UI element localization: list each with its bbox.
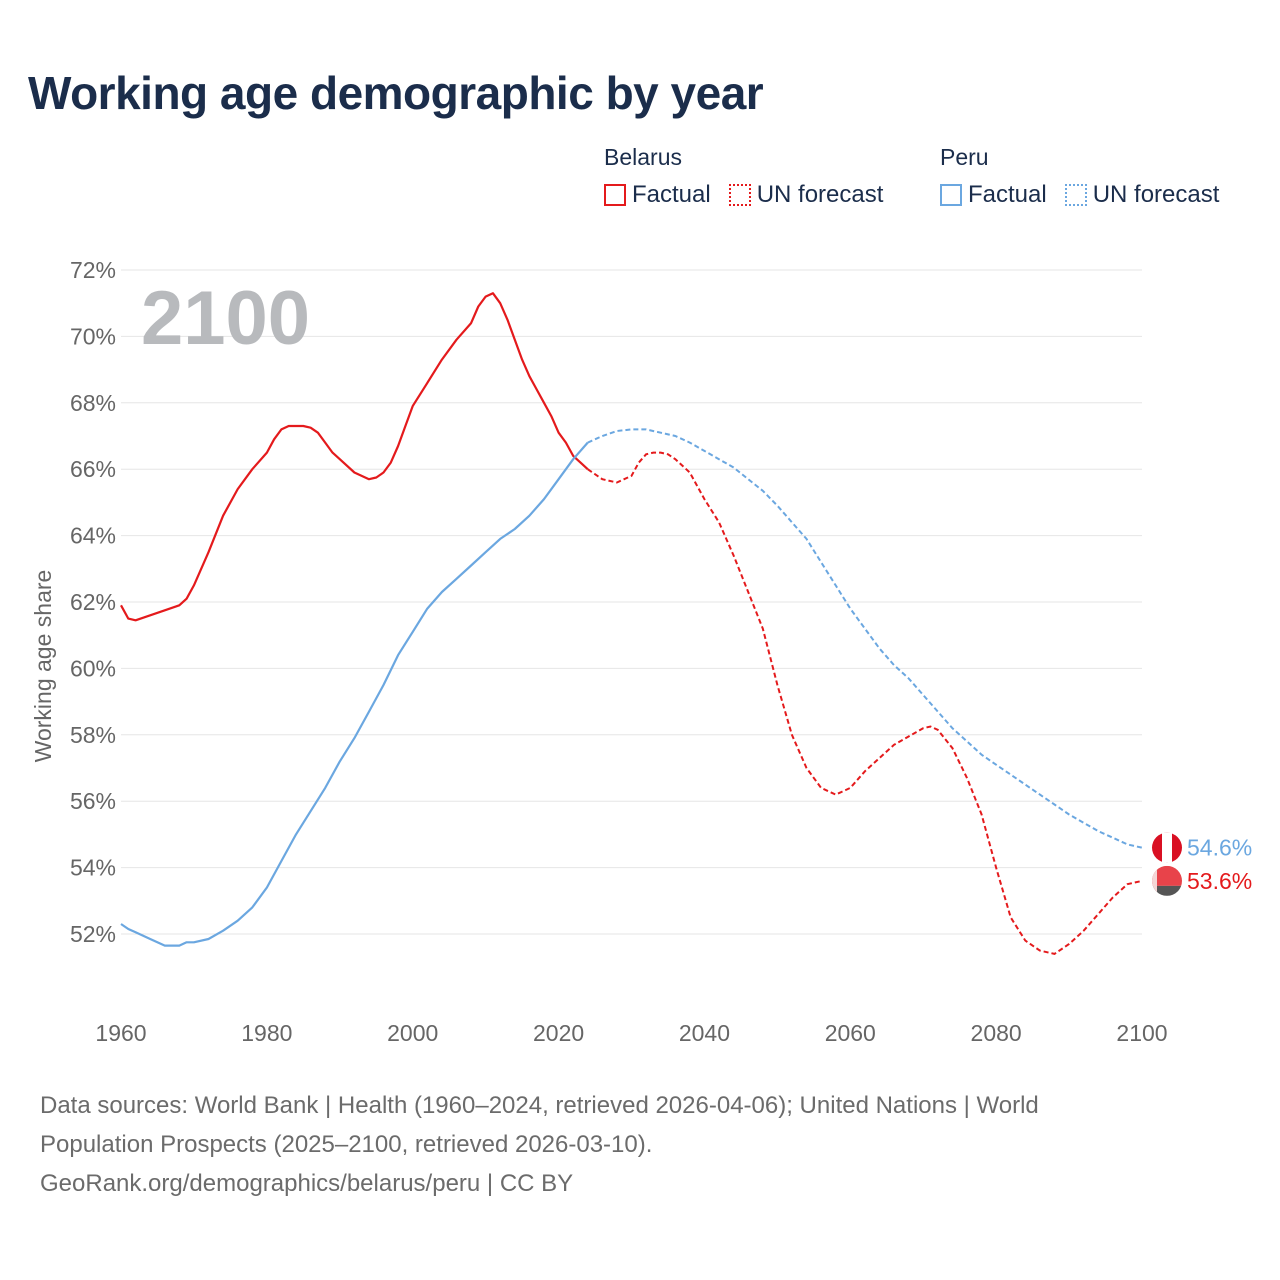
legend-label-belarus-forecast: UN forecast xyxy=(756,181,884,208)
x-tick-label: 2020 xyxy=(533,1020,584,1046)
legend-swatch-belarus-forecast xyxy=(728,184,751,206)
x-tick-label: 2100 xyxy=(1116,1020,1167,1046)
footer-source-line-2: Population Prospects (2025–2100, retriev… xyxy=(40,1131,653,1158)
y-tick-label: 56% xyxy=(70,788,116,814)
x-axis: 1960 1980 2000 2020 2040 2060 2080 2100 xyxy=(95,1020,1167,1046)
end-marker-belarus: 53.6% xyxy=(1152,865,1252,896)
legend-belarus: Belarus Factual UN forecast xyxy=(604,144,895,209)
legend-label-peru-factual: Factual xyxy=(968,181,1047,208)
series-belarus-factual xyxy=(120,292,589,622)
legend-swatch-peru-forecast xyxy=(1064,184,1087,206)
legend-country-peru: Peru xyxy=(940,144,989,170)
legend-label-belarus-factual: Factual xyxy=(632,181,711,208)
footer: Data sources: World Bank | Health (1960–… xyxy=(40,1086,1240,1203)
y-tick-label: 66% xyxy=(70,456,116,482)
x-tick-label: 1980 xyxy=(241,1020,292,1046)
y-axis-label: Working age share xyxy=(30,570,56,763)
y-tick-label: 54% xyxy=(70,855,116,881)
end-label-belarus: 53.6% xyxy=(1187,868,1252,894)
x-tick-label: 1960 xyxy=(95,1020,146,1046)
legend-label-peru-forecast: UN forecast xyxy=(1092,181,1220,208)
y-axis: 52% 54% 56% 58% 60% 62% 64% 66% 68% 70% 72% xyxy=(70,257,116,947)
y-tick-label: 64% xyxy=(70,523,116,549)
y-tick-label: 60% xyxy=(70,655,116,681)
legend-swatch-peru-factual xyxy=(940,184,962,206)
y-tick-label: 72% xyxy=(70,257,116,283)
x-tick-label: 2040 xyxy=(679,1020,730,1046)
legend-belarus-factual[interactable]: Factual xyxy=(604,181,711,209)
legend-country-belarus: Belarus xyxy=(604,144,682,170)
legend-peru: Peru Factual UN forecast xyxy=(940,144,1231,209)
end-label-peru: 54.6% xyxy=(1187,835,1252,861)
y-tick-label: 52% xyxy=(70,921,116,947)
grid xyxy=(121,269,1142,935)
y-tick-label: 58% xyxy=(70,722,116,748)
series-peru-forecast xyxy=(587,428,1143,849)
series-lines xyxy=(120,292,1143,955)
legend-belarus-forecast[interactable]: UN forecast xyxy=(728,181,884,209)
x-tick-label: 2060 xyxy=(825,1020,876,1046)
x-tick-label: 2080 xyxy=(971,1020,1022,1046)
y-tick-label: 68% xyxy=(70,390,116,416)
current-year-label: 2100 xyxy=(141,276,310,361)
footer-source-line-1: Data sources: World Bank | Health (1960–… xyxy=(40,1092,1039,1119)
end-markers: 53.6% 54.6% xyxy=(1152,832,1252,896)
y-tick-label: 62% xyxy=(70,589,116,615)
footer-credit-link[interactable]: GeoRank.org/demographics/belarus/peru | … xyxy=(40,1170,574,1197)
x-tick-label: 2000 xyxy=(387,1020,438,1046)
end-marker-peru: 54.6% xyxy=(1152,832,1252,863)
legend-peru-factual[interactable]: Factual xyxy=(940,181,1047,209)
y-tick-label: 70% xyxy=(70,323,116,349)
legend-swatch-belarus-factual xyxy=(604,184,626,206)
series-peru-factual xyxy=(120,441,589,947)
chart-title: Working age demographic by year xyxy=(28,67,764,119)
legend-peru-forecast[interactable]: UN forecast xyxy=(1064,181,1220,209)
line-chart: 52%54%56%58%60%62%64%66%68%70%72% 1960 19… xyxy=(30,257,1252,1046)
series-belarus-forecast xyxy=(587,451,1143,955)
